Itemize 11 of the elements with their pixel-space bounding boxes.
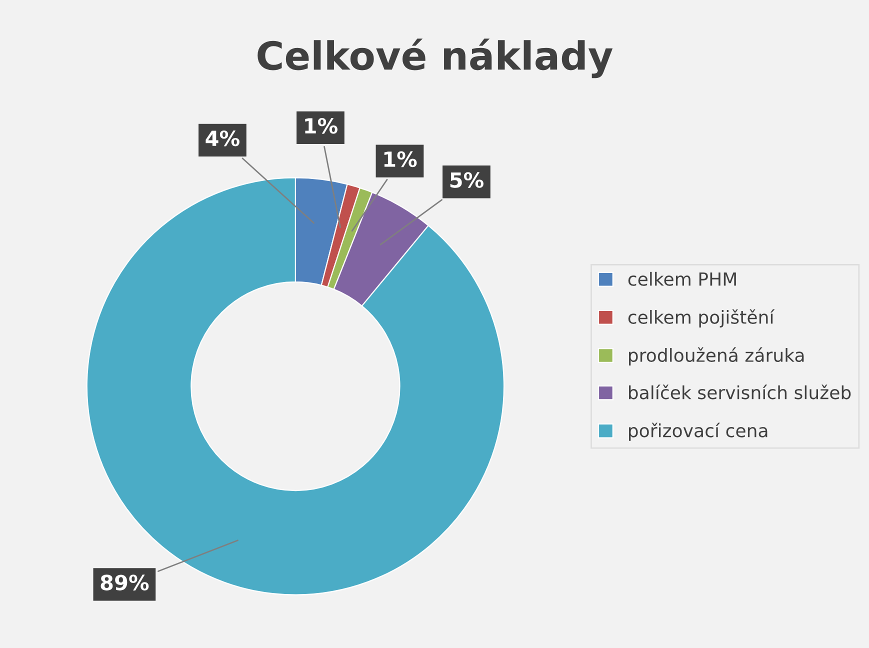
data-label: 1% bbox=[305, 118, 338, 134]
chart-title: Celkové náklady bbox=[258, 38, 613, 78]
legend-label: celkem pojištění bbox=[628, 309, 775, 328]
legend-label: celkem PHM bbox=[628, 272, 736, 286]
data-label: 89% bbox=[100, 574, 149, 590]
legend-label: prodloužená záruka bbox=[629, 347, 804, 366]
data-label: 1% bbox=[384, 151, 417, 168]
legend-label: balíček servisních služeb bbox=[629, 384, 851, 400]
legend-label: pořizovací cena bbox=[629, 422, 768, 441]
data-label: 4% bbox=[206, 130, 240, 146]
data-label: 5% bbox=[450, 172, 484, 188]
